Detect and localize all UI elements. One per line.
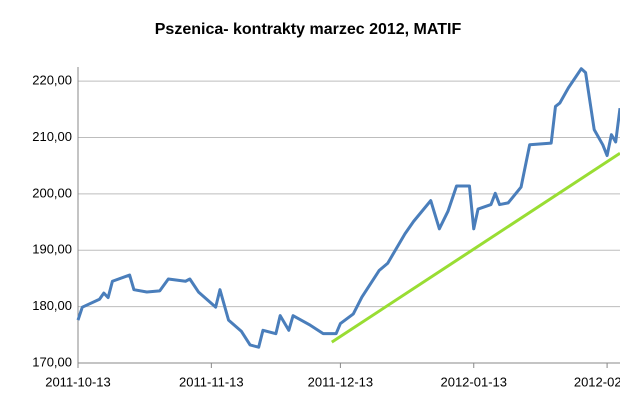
trend-line [330, 152, 620, 344]
y-tick-label: 190,00 [32, 242, 72, 257]
y-tick-label: 210,00 [32, 129, 72, 144]
y-tick-label: 220,00 [32, 73, 72, 88]
x-tick-label: 2011-10-13 [45, 374, 111, 389]
y-tick-label: 170,00 [32, 354, 72, 369]
x-tick-label: 2011-11-13 [179, 374, 244, 389]
x-tick-label: 2011-12-13 [308, 374, 374, 389]
price-line [76, 67, 620, 349]
x-tick-label: 2012-02-13 [574, 374, 620, 389]
x-tick-label: 2012-01-13 [440, 374, 507, 389]
chart-title: Pszenica- kontrakty marzec 2012, MATIF [155, 21, 462, 38]
y-tick-label: 200,00 [32, 185, 72, 200]
y-tick-label: 180,00 [32, 298, 72, 313]
